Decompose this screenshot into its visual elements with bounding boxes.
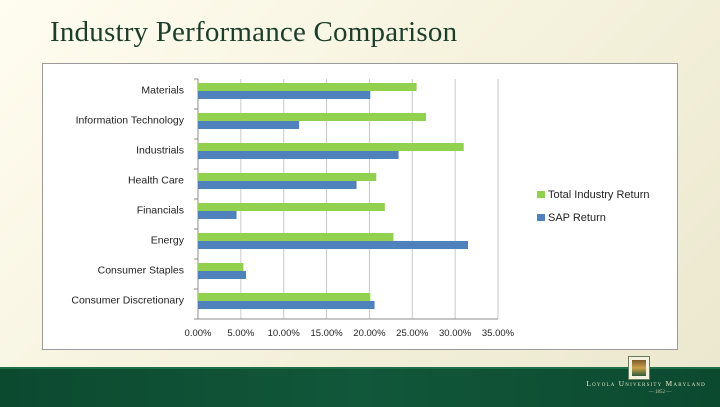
bar-sap bbox=[198, 271, 246, 279]
bar-total-industry bbox=[198, 293, 371, 301]
category-label: Consumer Discretionary bbox=[71, 295, 184, 307]
legend-swatch-sap bbox=[537, 214, 545, 221]
bar-total-industry bbox=[198, 173, 377, 181]
x-tick-label: 25.00% bbox=[396, 328, 429, 339]
category-label: Materials bbox=[141, 85, 184, 97]
bar-sap bbox=[198, 151, 399, 159]
bar-sap bbox=[198, 211, 237, 219]
bar-total-industry bbox=[198, 83, 417, 91]
bar-sap bbox=[198, 121, 300, 129]
category-label: Industrials bbox=[136, 145, 184, 157]
legend-label-total-industry: Total Industry Return bbox=[548, 189, 650, 201]
x-tick-label: 35.00% bbox=[482, 328, 515, 339]
bar-sap bbox=[198, 181, 357, 189]
category-label: Health Care bbox=[128, 175, 184, 187]
bar-total-industry bbox=[198, 233, 394, 241]
bar-total-industry bbox=[198, 113, 426, 121]
x-tick-label: 0.00% bbox=[185, 328, 212, 339]
university-seal-icon bbox=[628, 356, 650, 380]
category-label: Financials bbox=[137, 205, 184, 217]
university-name: Loyola University Maryland bbox=[586, 379, 706, 388]
slide-title: Industry Performance Comparison bbox=[50, 16, 458, 48]
category-label: Consumer Staples bbox=[98, 265, 184, 277]
x-tick-label: 30.00% bbox=[439, 328, 472, 339]
x-tick-label: 5.00% bbox=[227, 328, 254, 339]
category-label: Energy bbox=[151, 235, 185, 247]
bar-total-industry bbox=[198, 203, 385, 211]
legend-swatch-total-industry bbox=[537, 191, 545, 198]
university-established: — 1852 — bbox=[648, 390, 672, 395]
x-tick-label: 20.00% bbox=[353, 328, 386, 339]
bar-sap bbox=[198, 91, 371, 99]
x-tick-label: 15.00% bbox=[310, 328, 343, 339]
x-tick-label: 10.00% bbox=[268, 328, 301, 339]
legend-label-sap: SAP Return bbox=[548, 212, 606, 224]
bar-sap bbox=[198, 301, 375, 309]
bar-total-industry bbox=[198, 263, 244, 271]
category-label: Information Technology bbox=[76, 115, 185, 127]
bar-sap bbox=[198, 241, 468, 249]
footer-bar bbox=[0, 367, 720, 407]
chart-area: 0.00% 5.00% 10.00% 15.00% 20.00% 25.00% 30.00%… bbox=[42, 63, 678, 350]
bar-chart: 0.00% 5.00% 10.00% 15.00% 20.00% 25.00% 30.00%… bbox=[71, 78, 650, 339]
bar-total-industry bbox=[198, 143, 464, 151]
